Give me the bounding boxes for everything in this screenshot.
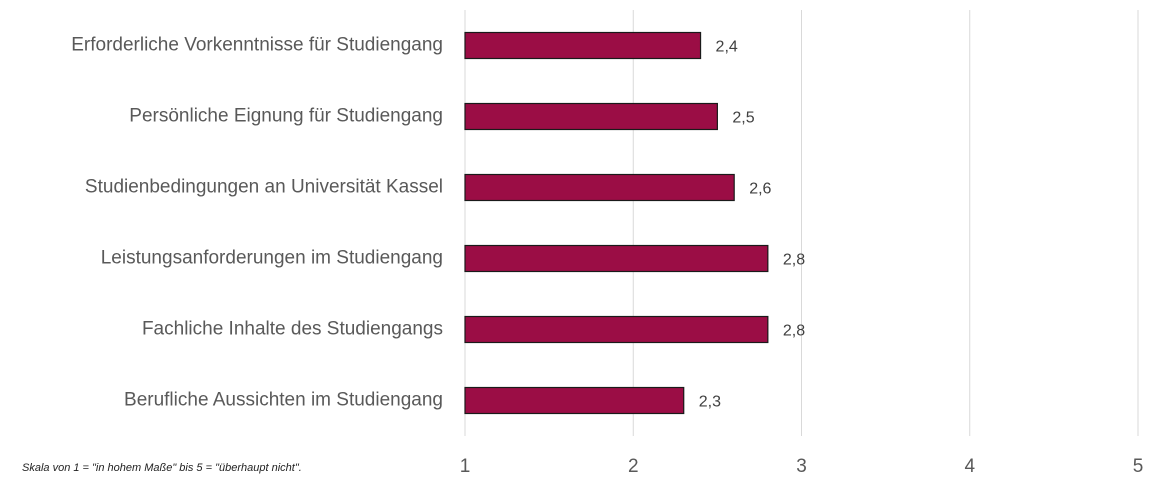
bar [464,31,702,60]
bar [464,102,718,131]
footnote: Skala von 1 = "in hohem Maße" bis 5 = "ü… [22,462,302,474]
data-label: 2,8 [783,323,805,340]
bar [464,315,769,344]
x-tick-label: 3 [796,456,807,477]
category-label: Erforderliche Vorkenntnisse für Studieng… [71,35,443,56]
bar [464,173,735,202]
data-label: 2,8 [783,252,805,269]
x-tick-label: 2 [628,456,639,477]
x-tick-label: 5 [1133,456,1144,477]
data-label: 2,5 [732,110,754,127]
category-label: Fachliche Inhalte des Studiengangs [142,319,443,340]
data-label: 2,4 [716,39,738,56]
data-label: 2,6 [749,181,771,198]
data-label: 2,3 [699,394,721,411]
bar [464,386,685,415]
category-label: Berufliche Aussichten im Studiengang [124,390,443,411]
category-label: Studienbedingungen an Universität Kassel [85,177,443,198]
x-tick-label: 1 [460,456,471,477]
bar [464,244,769,273]
category-label: Leistungsanforderungen im Studiengang [101,248,443,269]
x-tick-label: 4 [964,456,975,477]
category-label: Persönliche Eignung für Studiengang [129,106,443,127]
